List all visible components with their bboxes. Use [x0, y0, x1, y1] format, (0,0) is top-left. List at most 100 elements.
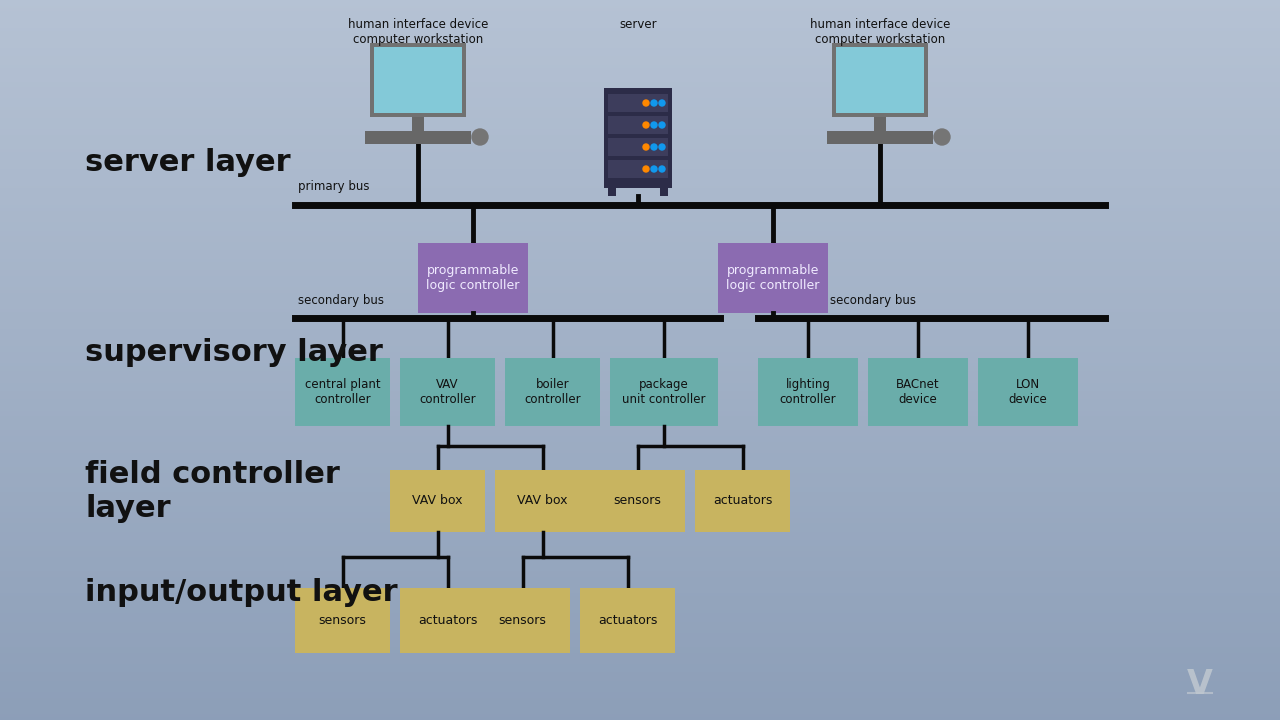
FancyBboxPatch shape [0, 104, 1280, 107]
FancyBboxPatch shape [0, 118, 1280, 121]
Text: field controller
layer: field controller layer [84, 460, 340, 523]
FancyBboxPatch shape [0, 478, 1280, 481]
FancyBboxPatch shape [419, 243, 529, 313]
FancyBboxPatch shape [0, 419, 1280, 422]
FancyBboxPatch shape [0, 515, 1280, 518]
FancyBboxPatch shape [0, 574, 1280, 577]
FancyBboxPatch shape [0, 270, 1280, 273]
FancyBboxPatch shape [0, 416, 1280, 419]
FancyBboxPatch shape [0, 664, 1280, 667]
FancyBboxPatch shape [695, 470, 790, 532]
FancyBboxPatch shape [0, 549, 1280, 552]
FancyBboxPatch shape [0, 248, 1280, 251]
FancyBboxPatch shape [608, 116, 668, 134]
Circle shape [659, 122, 666, 128]
FancyBboxPatch shape [0, 318, 1280, 320]
FancyBboxPatch shape [0, 42, 1280, 45]
FancyBboxPatch shape [0, 115, 1280, 118]
FancyBboxPatch shape [0, 329, 1280, 332]
FancyBboxPatch shape [399, 588, 495, 653]
FancyBboxPatch shape [0, 475, 1280, 478]
FancyBboxPatch shape [0, 599, 1280, 602]
FancyBboxPatch shape [0, 140, 1280, 143]
FancyBboxPatch shape [0, 348, 1280, 351]
FancyBboxPatch shape [0, 503, 1280, 506]
FancyBboxPatch shape [0, 571, 1280, 574]
FancyBboxPatch shape [0, 391, 1280, 394]
FancyBboxPatch shape [0, 168, 1280, 171]
FancyBboxPatch shape [0, 559, 1280, 562]
FancyBboxPatch shape [0, 25, 1280, 28]
FancyBboxPatch shape [0, 636, 1280, 639]
FancyBboxPatch shape [0, 155, 1280, 158]
FancyBboxPatch shape [0, 258, 1280, 261]
FancyBboxPatch shape [0, 233, 1280, 236]
Text: primary bus: primary bus [298, 180, 370, 193]
FancyBboxPatch shape [374, 47, 462, 113]
FancyBboxPatch shape [0, 295, 1280, 298]
FancyBboxPatch shape [0, 40, 1280, 42]
Circle shape [652, 100, 657, 106]
FancyBboxPatch shape [0, 462, 1280, 464]
FancyBboxPatch shape [390, 470, 485, 532]
FancyBboxPatch shape [0, 28, 1280, 31]
FancyBboxPatch shape [0, 245, 1280, 248]
FancyBboxPatch shape [0, 130, 1280, 132]
FancyBboxPatch shape [0, 81, 1280, 84]
FancyBboxPatch shape [0, 99, 1280, 102]
FancyBboxPatch shape [0, 521, 1280, 523]
FancyBboxPatch shape [0, 310, 1280, 312]
FancyBboxPatch shape [0, 152, 1280, 155]
FancyBboxPatch shape [365, 131, 471, 144]
FancyBboxPatch shape [0, 495, 1280, 498]
FancyBboxPatch shape [0, 459, 1280, 462]
Text: VAV
controller: VAV controller [419, 378, 476, 406]
FancyBboxPatch shape [0, 506, 1280, 509]
Text: sensors: sensors [319, 614, 366, 627]
FancyBboxPatch shape [0, 593, 1280, 596]
FancyBboxPatch shape [0, 197, 1280, 199]
FancyBboxPatch shape [0, 706, 1280, 708]
FancyBboxPatch shape [0, 692, 1280, 695]
FancyBboxPatch shape [0, 50, 1280, 53]
FancyBboxPatch shape [0, 670, 1280, 672]
Text: supervisory layer: supervisory layer [84, 338, 383, 367]
FancyBboxPatch shape [475, 588, 570, 653]
FancyBboxPatch shape [0, 717, 1280, 720]
FancyBboxPatch shape [294, 358, 390, 426]
Text: VAV box: VAV box [517, 495, 568, 508]
Circle shape [934, 129, 950, 145]
FancyBboxPatch shape [0, 518, 1280, 521]
FancyBboxPatch shape [0, 171, 1280, 174]
Text: server: server [620, 18, 657, 31]
FancyBboxPatch shape [0, 565, 1280, 568]
Text: input/output layer: input/output layer [84, 578, 398, 607]
FancyBboxPatch shape [0, 608, 1280, 611]
FancyBboxPatch shape [0, 627, 1280, 630]
FancyBboxPatch shape [0, 276, 1280, 279]
Circle shape [659, 166, 666, 172]
FancyBboxPatch shape [0, 534, 1280, 537]
FancyBboxPatch shape [0, 357, 1280, 360]
FancyBboxPatch shape [0, 326, 1280, 329]
FancyBboxPatch shape [370, 43, 466, 117]
Text: actuators: actuators [598, 614, 657, 627]
FancyBboxPatch shape [0, 48, 1280, 50]
FancyBboxPatch shape [0, 45, 1280, 48]
FancyBboxPatch shape [608, 160, 668, 178]
FancyBboxPatch shape [0, 124, 1280, 127]
FancyBboxPatch shape [0, 84, 1280, 87]
FancyBboxPatch shape [0, 251, 1280, 253]
Text: sensors: sensors [499, 614, 547, 627]
FancyBboxPatch shape [0, 78, 1280, 81]
FancyBboxPatch shape [0, 428, 1280, 431]
FancyBboxPatch shape [0, 509, 1280, 512]
Text: LON
device: LON device [1009, 378, 1047, 406]
FancyBboxPatch shape [0, 166, 1280, 168]
FancyBboxPatch shape [0, 369, 1280, 372]
Text: package
unit controller: package unit controller [622, 378, 705, 406]
FancyBboxPatch shape [0, 431, 1280, 433]
FancyBboxPatch shape [0, 56, 1280, 59]
FancyBboxPatch shape [0, 613, 1280, 616]
FancyBboxPatch shape [660, 188, 668, 196]
